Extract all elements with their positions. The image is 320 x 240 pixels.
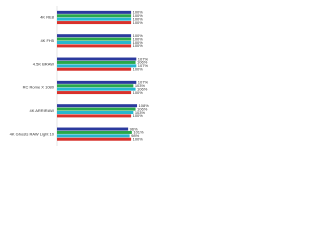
value-label: 107%: [138, 80, 149, 85]
value-label: 103%: [135, 110, 146, 115]
value-label: 100%: [133, 43, 144, 48]
bar: [57, 137, 132, 141]
bar: [57, 37, 132, 41]
bar: [57, 10, 132, 14]
category-label: 4K FH5: [40, 38, 54, 43]
bar: [57, 134, 130, 138]
value-label: 100%: [133, 90, 144, 95]
category-label: 4.5K BRAW: [33, 61, 54, 66]
value-label: 100%: [133, 16, 144, 21]
category-label: 4K ARRIRAW: [29, 108, 54, 113]
bar: [57, 130, 132, 134]
bar: [57, 34, 132, 38]
bar: [57, 57, 137, 61]
bar: [57, 111, 134, 114]
value-label: 100%: [133, 10, 144, 15]
value-label: 106%: [137, 86, 148, 91]
bar: [57, 84, 134, 88]
value-label: 100%: [133, 66, 144, 71]
value-label: 106%: [137, 60, 148, 65]
value-label: 100%: [133, 36, 144, 41]
bar: [57, 104, 138, 108]
bar: [57, 41, 132, 44]
value-label: 103%: [135, 83, 146, 88]
category-label: RC Rome X 1080: [23, 85, 55, 90]
bar: [57, 14, 132, 18]
bar: [57, 127, 129, 131]
category-label: 4K RE8: [40, 15, 55, 20]
bar: [57, 114, 132, 118]
value-label: 108%: [139, 103, 150, 108]
bar: [57, 67, 132, 71]
value-label: 100%: [133, 33, 144, 38]
bar: [57, 64, 137, 68]
value-label: 100%: [133, 20, 144, 25]
bar: [57, 21, 132, 25]
value-label: 107%: [138, 56, 149, 61]
value-label: 106%: [137, 106, 148, 111]
bar: [57, 107, 136, 111]
value-label: 107%: [138, 63, 149, 68]
value-label: 100%: [133, 113, 144, 118]
value-label: 98%: [131, 133, 139, 138]
bar: [57, 91, 132, 95]
bar: [57, 80, 137, 84]
bar: [57, 87, 136, 91]
category-label: 4K Ghosts RAW Light 10: [10, 131, 55, 136]
bar: [57, 44, 132, 48]
value-label: 100%: [133, 40, 144, 45]
value-label: 100%: [133, 13, 144, 18]
value-label: 101%: [133, 130, 144, 135]
value-label: 96%: [130, 126, 138, 131]
bar: [57, 60, 136, 64]
value-label: 100%: [133, 136, 144, 141]
bar: [57, 17, 132, 21]
